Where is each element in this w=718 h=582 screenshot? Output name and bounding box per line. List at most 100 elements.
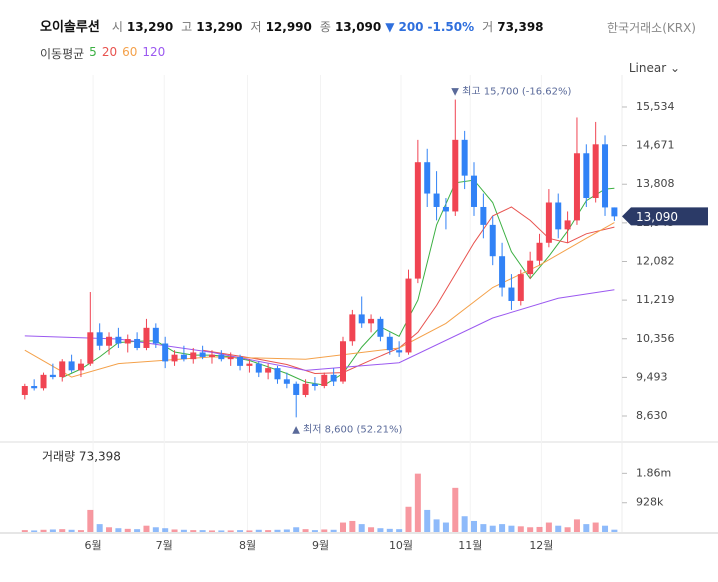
legend-entry: 60 xyxy=(122,45,138,59)
candle-body xyxy=(433,193,440,207)
candle xyxy=(321,372,328,389)
candle-body xyxy=(124,339,131,344)
candle-body xyxy=(527,260,534,275)
candle-body xyxy=(255,363,262,373)
candle xyxy=(237,354,244,371)
legend-entry: 5 xyxy=(89,45,97,59)
value: 12,990 xyxy=(265,20,312,34)
stock-name: 오이솔루션 xyxy=(40,20,100,35)
candle-body xyxy=(227,356,234,360)
candle-body xyxy=(321,374,328,387)
volume-bar xyxy=(442,522,449,532)
volume-bar xyxy=(162,528,169,532)
candle-body xyxy=(405,278,412,353)
change-pct: -1.50% xyxy=(427,20,475,34)
volume-bar xyxy=(424,509,431,532)
volume-bar xyxy=(471,520,478,532)
candle-body xyxy=(461,139,468,176)
volume-bar xyxy=(59,529,66,532)
candle xyxy=(339,336,346,384)
candle xyxy=(302,379,309,398)
legend: 이동평균 5 20 60 120 xyxy=(40,45,165,62)
ma-line xyxy=(24,222,615,378)
x-tick-label: 10월 xyxy=(389,539,413,552)
candle-body xyxy=(377,318,384,337)
candle-body xyxy=(199,352,206,357)
candle xyxy=(311,377,318,391)
candle xyxy=(517,269,524,306)
candle xyxy=(68,354,75,373)
candle xyxy=(489,215,496,266)
y-tick-label: 8,630 xyxy=(636,409,668,422)
volume-bar xyxy=(405,506,412,532)
change-sign: ▼ xyxy=(385,20,395,34)
candle xyxy=(40,372,47,391)
candle-body xyxy=(386,336,393,351)
candle xyxy=(199,345,206,360)
candle xyxy=(246,359,253,373)
candle-body xyxy=(115,336,122,344)
value: 13,090 xyxy=(334,20,382,34)
candle-body xyxy=(49,374,56,378)
volume-bar xyxy=(77,530,84,532)
candle-body xyxy=(171,354,178,362)
candle xyxy=(77,359,84,378)
volume-bar xyxy=(611,529,618,532)
scale-label[interactable]: Linear xyxy=(628,61,667,75)
volume-bar xyxy=(208,530,215,532)
candle xyxy=(573,117,580,225)
candle xyxy=(499,242,506,297)
candle-body xyxy=(414,162,421,279)
candle-body xyxy=(246,363,253,366)
y-tick-label: 12,082 xyxy=(636,254,675,267)
candle xyxy=(602,135,609,216)
candle-body xyxy=(573,153,580,221)
scale-select[interactable]: Linear ⌄ xyxy=(628,61,680,75)
candle xyxy=(442,198,449,230)
candle xyxy=(536,233,543,266)
candle-body xyxy=(602,144,609,208)
value: 13,290 xyxy=(126,20,174,34)
y-tick-label: 10,356 xyxy=(636,332,675,345)
candle-body xyxy=(396,350,403,353)
candle-body xyxy=(611,207,618,217)
volume-bar xyxy=(124,528,131,532)
legend-title: 이동평균 xyxy=(40,47,85,61)
y-tick-label: 11,219 xyxy=(636,293,675,306)
volume-bar xyxy=(386,528,393,532)
volume-bar xyxy=(68,529,75,532)
volume-bar xyxy=(583,524,590,532)
candle-body xyxy=(480,206,487,225)
candle-body xyxy=(442,206,449,212)
y-tick-label: 14,671 xyxy=(636,139,675,152)
exchange: 한국거래소(KRX) xyxy=(607,21,696,35)
candle xyxy=(555,193,562,239)
volume-bar xyxy=(237,530,244,532)
ma-line xyxy=(24,289,615,371)
candle xyxy=(283,372,290,389)
candle-body xyxy=(555,202,562,230)
value: 13,290 xyxy=(196,20,243,34)
candle xyxy=(424,148,431,207)
candle xyxy=(190,347,197,364)
candle xyxy=(59,359,66,382)
candle-body xyxy=(190,352,197,360)
candle xyxy=(134,332,141,351)
candle-body xyxy=(218,354,225,360)
volume-bar xyxy=(227,530,234,532)
price-tag: 13,090 xyxy=(636,210,678,224)
candle xyxy=(396,341,403,357)
volume-bar xyxy=(255,529,262,532)
volume-bar xyxy=(293,527,300,532)
x-tick-label: 7월 xyxy=(156,539,173,552)
candle-body xyxy=(302,383,309,395)
candle-body xyxy=(237,356,244,366)
volume-bar xyxy=(311,530,318,532)
volume-bar xyxy=(143,525,150,532)
volume-bar xyxy=(31,530,38,532)
x-tick-label: 6월 xyxy=(85,539,102,552)
volume-bar xyxy=(358,524,365,532)
change: 200 xyxy=(398,20,424,34)
